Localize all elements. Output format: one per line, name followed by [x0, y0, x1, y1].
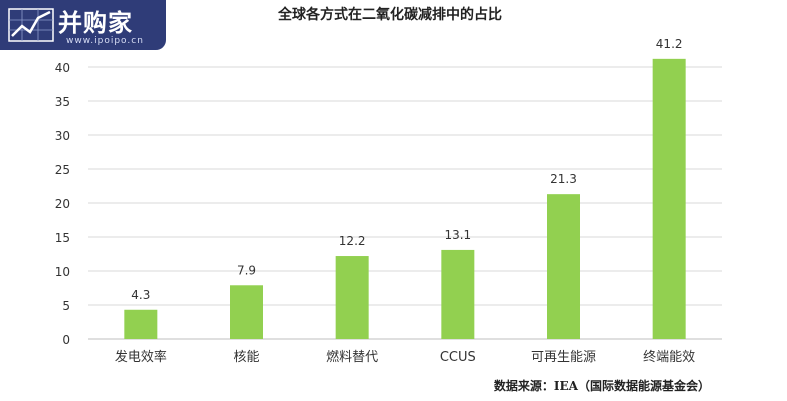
- data-label: 12.2: [339, 234, 366, 248]
- y-tick-label: 20: [55, 197, 70, 211]
- bar: [441, 249, 475, 339]
- site-watermark: 并购家 www.ipoipo.cn: [0, 0, 166, 50]
- data-label: 21.3: [550, 172, 577, 186]
- bars: [124, 58, 686, 340]
- x-tick-label: 可再生能源: [531, 350, 596, 365]
- x-tick-label: 发电效率: [115, 349, 167, 365]
- chart-logo-icon: [8, 8, 54, 42]
- source-note: 数据来源：IEA（国际数据能源基金会）: [494, 378, 710, 393]
- y-tick-label: 10: [55, 265, 70, 279]
- bar: [124, 309, 158, 339]
- gridlines: [88, 66, 722, 340]
- x-tick-label: 核能: [233, 350, 259, 365]
- watermark-site: www.ipoipo.cn: [66, 36, 144, 46]
- bar: [547, 194, 580, 339]
- bar: [335, 256, 369, 339]
- y-tick-label: 5: [62, 299, 70, 313]
- value-labels: 4.3 7.9 12.2 13.1 21.3 41.2: [131, 37, 682, 302]
- data-label: 13.1: [444, 228, 471, 242]
- y-tick-label: 40: [55, 61, 70, 75]
- data-label: 7.9: [237, 263, 256, 277]
- data-label: 41.2: [656, 37, 683, 51]
- x-tick-label: 终端能效: [643, 349, 695, 365]
- y-tick-label: 15: [55, 231, 70, 245]
- x-tick-label: CCUS: [440, 350, 476, 365]
- y-tick-label: 30: [55, 129, 70, 143]
- y-axis-ticks: 0 5 10 15 20 25 30 35 40: [55, 61, 70, 347]
- y-tick-label: 35: [55, 95, 70, 109]
- x-axis-ticks: 发电效率 核能 燃料替代 CCUS 可再生能源 终端能效: [115, 349, 695, 365]
- data-label: 4.3: [131, 288, 150, 302]
- bar: [230, 285, 263, 339]
- y-tick-label: 25: [55, 163, 70, 177]
- watermark-name: 并购家: [58, 9, 133, 37]
- y-tick-label: 0: [62, 333, 70, 347]
- bar: [652, 58, 686, 340]
- x-tick-label: 燃料替代: [326, 349, 378, 365]
- chart-title: 全球各方式在二氧化碳减排中的占比: [277, 6, 502, 23]
